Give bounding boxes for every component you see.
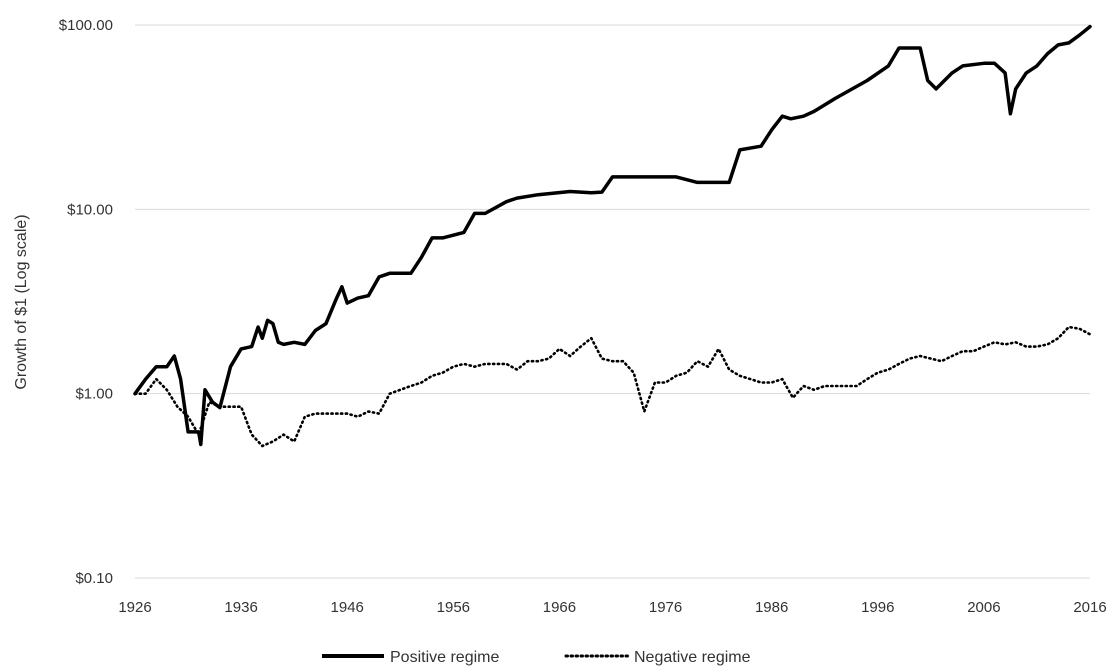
x-tick-label: 1986 <box>755 599 788 616</box>
y-tick-label: $0.10 <box>75 570 113 587</box>
legend-label-negative: Negative regime <box>634 649 751 666</box>
y-tick-label: $1.00 <box>75 386 113 403</box>
gridlines <box>135 24 1090 579</box>
y-axis-tick-labels: $0.10 $1.00 $10.00 $100.00 <box>59 17 113 587</box>
series-line-positive-regime <box>133 24 1092 447</box>
legend-label-positive: Positive regime <box>390 649 499 666</box>
series-line-negative-regime <box>133 325 1092 448</box>
legend: Positive regime Negative regime <box>322 649 751 666</box>
x-tick-label: 1926 <box>118 599 151 616</box>
x-axis-tick-labels: 1926 1936 1946 1956 1966 1976 1986 1996 2006 2016 <box>118 599 1106 616</box>
x-tick-label: 1996 <box>861 599 894 616</box>
y-tick-label: $10.00 <box>67 201 113 218</box>
x-tick-label: 1976 <box>649 599 682 616</box>
y-axis-title: Growth of $1 (Log scale) <box>13 214 30 389</box>
x-tick-label: 1966 <box>543 599 576 616</box>
y-tick-label: $100.00 <box>59 17 113 34</box>
x-tick-label: 1936 <box>224 599 257 616</box>
x-tick-label: 1956 <box>437 599 470 616</box>
series-lines <box>133 24 1092 448</box>
x-tick-label: 2006 <box>967 599 1000 616</box>
x-tick-label: 2016 <box>1073 599 1106 616</box>
x-tick-label: 1946 <box>331 599 364 616</box>
